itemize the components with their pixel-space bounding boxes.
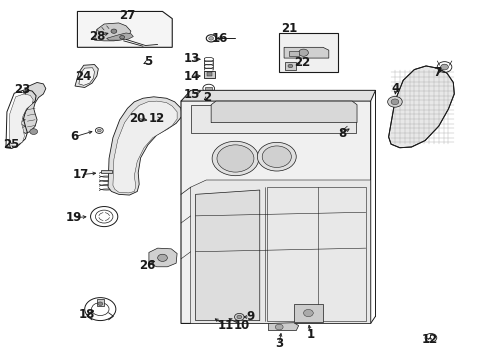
Text: 13: 13 [183, 52, 200, 65]
Text: 6: 6 [70, 130, 78, 144]
Text: 23: 23 [14, 83, 31, 96]
Circle shape [390, 99, 398, 105]
Polygon shape [75, 64, 98, 87]
Polygon shape [106, 33, 133, 40]
FancyBboxPatch shape [205, 312, 219, 321]
Circle shape [111, 29, 117, 33]
Bar [206, 72, 211, 76]
Text: 24: 24 [76, 70, 92, 83]
Polygon shape [285, 62, 296, 69]
Text: 12: 12 [148, 112, 164, 125]
Circle shape [387, 96, 402, 107]
Text: 21: 21 [280, 22, 297, 35]
Bar [101, 170, 112, 173]
Polygon shape [268, 323, 298, 330]
Circle shape [97, 129, 101, 132]
Circle shape [262, 146, 291, 167]
Text: 8: 8 [338, 127, 346, 140]
Polygon shape [108, 97, 182, 195]
Polygon shape [284, 47, 328, 58]
Circle shape [157, 115, 165, 122]
Text: 20: 20 [129, 112, 145, 125]
Circle shape [234, 314, 244, 320]
Text: 14: 14 [183, 69, 200, 82]
Circle shape [217, 145, 253, 172]
FancyBboxPatch shape [221, 312, 231, 321]
Circle shape [298, 49, 308, 56]
Bar [293, 305, 322, 321]
Polygon shape [150, 118, 164, 123]
Circle shape [30, 129, 38, 134]
Circle shape [275, 324, 283, 330]
Polygon shape [266, 187, 365, 320]
Text: 17: 17 [73, 168, 89, 181]
Polygon shape [211, 101, 356, 123]
Bar [190, 105, 355, 134]
Circle shape [98, 302, 102, 306]
Circle shape [208, 37, 213, 40]
Text: 27: 27 [119, 9, 135, 22]
Polygon shape [9, 94, 33, 146]
Polygon shape [195, 190, 259, 320]
Bar [97, 299, 103, 306]
Text: 25: 25 [2, 138, 19, 150]
Text: 16: 16 [211, 32, 227, 45]
Text: 10: 10 [233, 319, 249, 332]
Circle shape [120, 36, 124, 39]
Polygon shape [149, 248, 177, 267]
Text: 11: 11 [217, 319, 233, 332]
Circle shape [440, 64, 447, 70]
Text: 26: 26 [139, 259, 155, 272]
Text: 15: 15 [183, 88, 200, 101]
FancyBboxPatch shape [203, 71, 214, 78]
Text: 5: 5 [143, 55, 152, 68]
Bar [288, 51, 298, 56]
Text: 22: 22 [294, 56, 310, 69]
Polygon shape [94, 23, 131, 41]
Text: 12: 12 [421, 333, 437, 346]
Circle shape [303, 310, 313, 317]
Text: 28: 28 [88, 30, 105, 43]
Text: 1: 1 [306, 328, 314, 341]
Polygon shape [199, 103, 203, 107]
Text: 3: 3 [275, 337, 283, 350]
Text: 7: 7 [432, 66, 440, 79]
Text: 18: 18 [79, 308, 95, 321]
Text: 19: 19 [66, 211, 82, 224]
Polygon shape [113, 101, 177, 193]
Circle shape [157, 254, 167, 261]
Polygon shape [205, 87, 212, 90]
Polygon shape [19, 82, 46, 134]
Text: 9: 9 [245, 310, 254, 324]
Polygon shape [79, 68, 94, 85]
Circle shape [212, 141, 258, 176]
Circle shape [236, 315, 241, 319]
Polygon shape [388, 66, 453, 148]
Text: 4: 4 [391, 82, 399, 95]
Polygon shape [77, 12, 172, 47]
Polygon shape [181, 98, 370, 323]
Bar [279, 33, 337, 72]
Polygon shape [190, 180, 370, 323]
Circle shape [257, 142, 296, 171]
Circle shape [287, 64, 292, 68]
Polygon shape [181, 90, 375, 101]
Text: 2: 2 [203, 91, 211, 104]
